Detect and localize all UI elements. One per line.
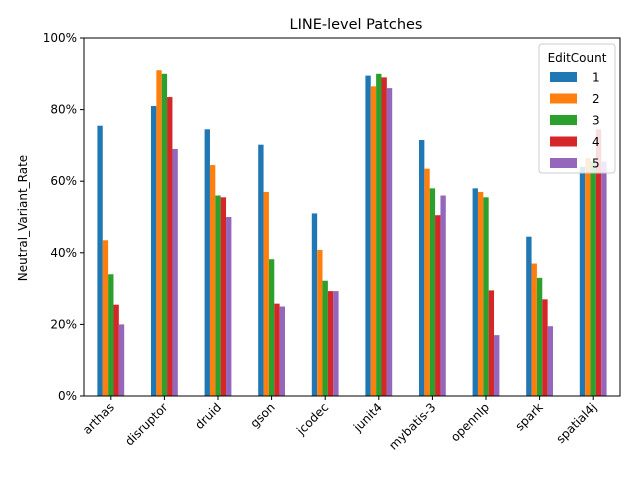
bar-arthas-series-4 (113, 304, 119, 396)
bar-jcodec-series-1 (311, 213, 318, 396)
y-tick-label: 20% (50, 317, 77, 331)
bar-opennlp-series-1 (472, 188, 478, 396)
y-tick-label: 0% (58, 389, 77, 403)
bar-druid-series-2 (209, 165, 216, 396)
bar-spark-series-5 (547, 326, 553, 396)
bar-gson-series-4 (274, 303, 280, 396)
y-tick-label: 40% (50, 246, 77, 260)
legend-label-5: 5 (592, 157, 600, 171)
bar-disruptor-series-1 (151, 106, 157, 397)
bar-junit4-series-4 (381, 77, 387, 396)
bar-disruptor-series-3 (161, 73, 168, 397)
bar-opennlp-series-4 (488, 290, 495, 396)
bar-junit4-series-2 (370, 86, 377, 396)
bar-junit4-series-5 (386, 88, 393, 397)
bar-arthas-series-5 (118, 324, 125, 396)
bar-junit4-series-1 (365, 75, 371, 396)
bar-junit4-series-3 (376, 73, 382, 397)
bar-spatial4j-series-2 (585, 157, 591, 396)
bar-druid-series-5 (226, 217, 232, 396)
y-tick-label: 100% (43, 31, 77, 45)
bar-druid-series-4 (220, 197, 227, 396)
bar-spatial4j-series-3 (590, 161, 596, 396)
bar-opennlp-series-2 (477, 191, 484, 396)
legend-label-2: 2 (592, 92, 600, 106)
legend-swatch-4 (550, 136, 577, 147)
bar-gson-series-3 (268, 259, 275, 396)
bar-spatial4j-series-1 (579, 166, 586, 396)
bar-jcodec-series-2 (317, 249, 323, 396)
legend: EditCount 1 2 3 4 5 (538, 43, 616, 174)
legend-swatch-3 (550, 115, 577, 125)
y-tick-label: 80% (50, 103, 77, 117)
bar-disruptor-series-5 (172, 148, 178, 396)
bar-spark-series-4 (542, 299, 548, 396)
bar-spark-series-2 (531, 263, 537, 396)
y-axis-label: Neutral_Variant_Rate (16, 155, 30, 281)
chart-title: LINE-level Patches (290, 17, 423, 33)
bar-gson-series-1 (258, 144, 264, 396)
legend-label-4: 4 (592, 135, 600, 149)
bar-arthas-series-2 (102, 240, 109, 396)
bar-disruptor-series-2 (156, 70, 162, 396)
bar-opennlp-series-3 (483, 197, 489, 396)
bar-spatial4j-series-4 (595, 129, 602, 397)
bar-jcodec-series-5 (333, 291, 339, 396)
bars-layer (97, 70, 607, 397)
bar-jcodec-series-3 (322, 280, 328, 396)
bar-druid-series-3 (215, 195, 221, 396)
bar-disruptor-series-4 (167, 97, 173, 396)
bar-spark-series-3 (536, 277, 543, 396)
bar-druid-series-1 (204, 129, 210, 397)
bar-arthas-series-1 (97, 125, 103, 397)
bar-mybatis-3-series-5 (440, 195, 446, 396)
legend-swatch-2 (550, 93, 577, 104)
bar-gson-series-5 (279, 306, 285, 396)
bar-mybatis-3-series-1 (419, 140, 425, 396)
bar-gson-series-2 (263, 191, 269, 396)
bar-mybatis-3-series-4 (435, 215, 441, 396)
legend-label-1: 1 (592, 71, 600, 85)
y-tick-label: 60% (50, 174, 77, 188)
bar-mybatis-3-series-3 (429, 188, 436, 396)
bar-jcodec-series-4 (327, 291, 334, 396)
bar-spatial4j-series-5 (601, 161, 607, 396)
bar-arthas-series-3 (108, 274, 114, 396)
legend-swatch-5 (550, 158, 577, 168)
legend-label-3: 3 (592, 114, 600, 128)
legend-swatch-1 (550, 72, 577, 82)
bar-mybatis-3-series-2 (424, 168, 430, 396)
bar-spark-series-1 (526, 236, 532, 396)
legend-title: EditCount (548, 51, 607, 65)
bar-opennlp-series-5 (494, 335, 500, 396)
plot-frame (83, 37, 621, 397)
